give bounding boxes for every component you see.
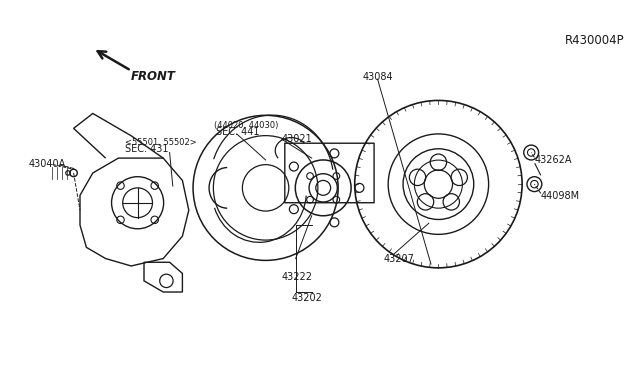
Text: 43222: 43222 bbox=[282, 272, 312, 282]
Text: 44098M: 44098M bbox=[541, 192, 580, 201]
Text: <55501, 55502>: <55501, 55502> bbox=[125, 138, 196, 147]
Text: 43040A: 43040A bbox=[28, 160, 65, 169]
Text: 43202: 43202 bbox=[291, 294, 322, 303]
Text: 43262A: 43262A bbox=[534, 155, 572, 165]
Text: SEC. 431: SEC. 431 bbox=[125, 144, 168, 154]
Text: 43207: 43207 bbox=[384, 254, 415, 263]
Text: FRONT: FRONT bbox=[131, 70, 176, 83]
Text: (44020, 44030): (44020, 44030) bbox=[214, 121, 279, 130]
Text: 43021: 43021 bbox=[282, 134, 312, 144]
Text: 43084: 43084 bbox=[363, 72, 394, 82]
Text: R430004P: R430004P bbox=[564, 34, 624, 46]
Text: SEC. 441: SEC. 441 bbox=[216, 127, 260, 137]
